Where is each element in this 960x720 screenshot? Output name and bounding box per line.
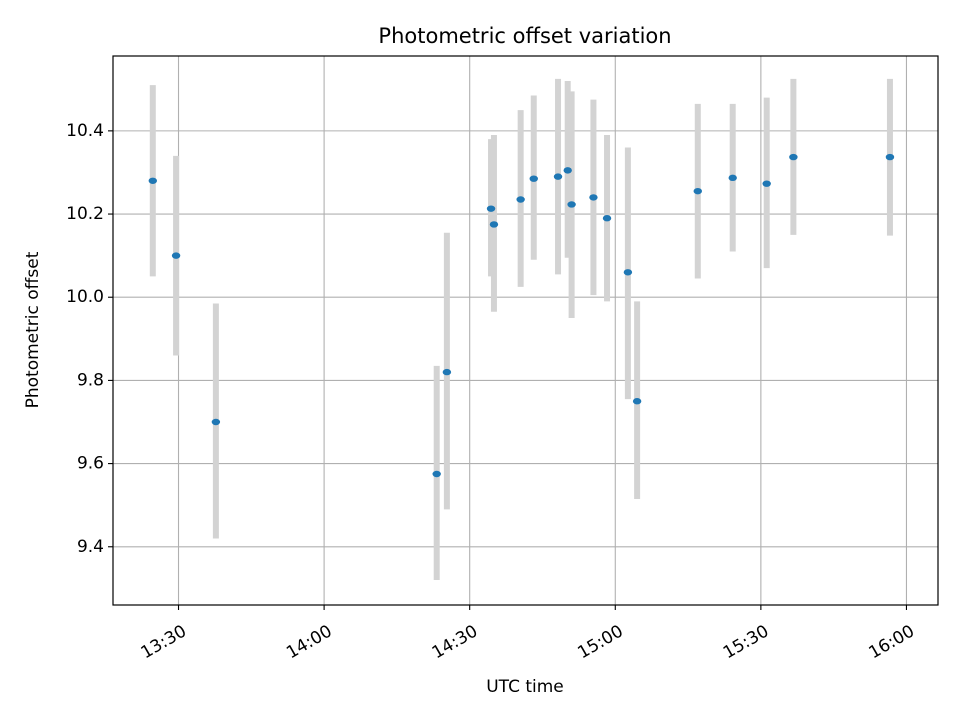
y-tick-label: 9.6 (77, 454, 104, 474)
y-tick-label: 10.4 (66, 121, 104, 141)
data-point (489, 221, 499, 228)
data-point (516, 196, 525, 203)
data-point (602, 215, 612, 222)
data-point (589, 194, 598, 201)
data-point (623, 269, 633, 276)
data-point (885, 153, 895, 161)
grid (113, 56, 938, 605)
data-point (728, 174, 737, 182)
y-tick-label: 10.0 (66, 287, 104, 307)
data-point (563, 167, 572, 174)
data-points (148, 153, 895, 478)
y-tick-label: 10.2 (66, 204, 104, 224)
chart-title: Photometric offset variation (378, 24, 671, 48)
data-point (442, 368, 452, 376)
y-axis: 9.4 9.6 9.8 10.0 10.2 10.4 (66, 121, 113, 557)
data-point (211, 418, 221, 426)
data-point (553, 173, 563, 180)
y-tick-label: 9.4 (77, 537, 104, 557)
data-point (529, 175, 538, 182)
data-point (567, 201, 576, 208)
data-point (693, 187, 702, 195)
data-point (632, 398, 642, 405)
data-point (148, 177, 157, 184)
plot-frame (112, 55, 939, 606)
y-tick-label: 9.8 (77, 370, 104, 390)
y-axis-label: Photometric offset (23, 251, 43, 408)
x-axis-label: UTC time (486, 677, 564, 697)
data-point (789, 153, 798, 161)
data-point (171, 252, 181, 259)
data-point (486, 205, 496, 212)
data-point (762, 180, 771, 187)
data-point (432, 470, 441, 478)
